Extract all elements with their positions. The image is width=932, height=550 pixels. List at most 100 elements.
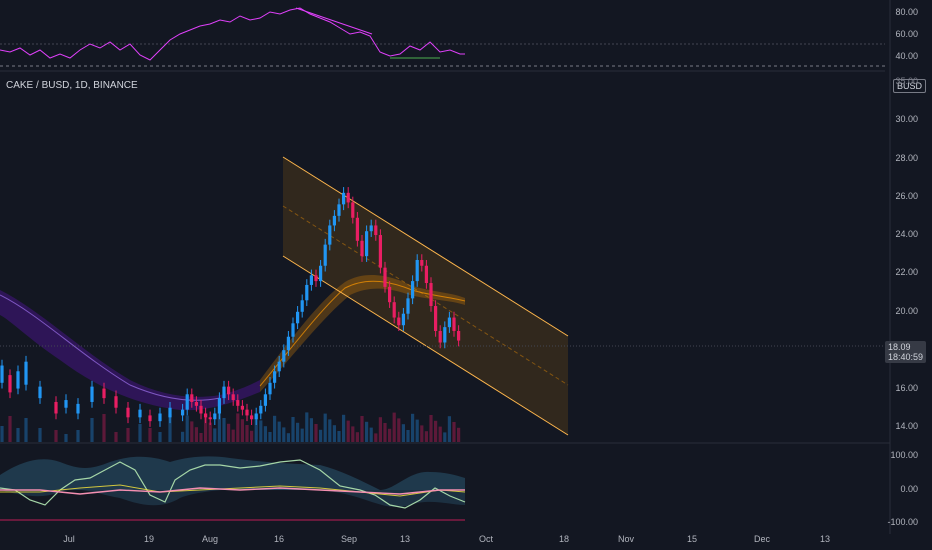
candle-body (438, 330, 442, 343)
symbol-header[interactable]: CAKE / BUSD, 1D, BINANCE (6, 80, 138, 91)
volume-bar (420, 425, 424, 442)
volume-bar (337, 431, 341, 442)
candle-body (158, 413, 162, 422)
volume-bar (401, 424, 405, 442)
candle-body (190, 394, 194, 402)
candle-body (286, 336, 290, 351)
candle-body (54, 401, 58, 414)
time-axis-label: Jul (63, 534, 75, 544)
candle-body (148, 415, 152, 422)
candle-body (447, 317, 451, 328)
candle-body (168, 407, 172, 418)
candle-body (16, 371, 20, 389)
price-axis-label: 24.00 (895, 229, 918, 239)
candle-body (369, 225, 373, 232)
volume-bar (222, 418, 226, 442)
candle-body (346, 192, 350, 203)
price-axis-label: 16.00 (895, 383, 918, 393)
volume-bar (158, 432, 162, 442)
candle-body (114, 396, 118, 408)
candle-body (126, 407, 130, 418)
candlesticks (0, 187, 461, 427)
candle-body (309, 275, 313, 285)
time-axis-label: Aug (201, 534, 219, 544)
candle-body (181, 409, 185, 416)
oscillator-pane (0, 442, 890, 521)
volume-bar (236, 413, 240, 442)
candle-body (411, 281, 415, 299)
regression-channel[interactable] (282, 156, 569, 436)
candle-body (319, 265, 323, 282)
volume-bar (457, 427, 461, 442)
time-axis-label: Oct (478, 534, 494, 544)
price-axis-label: 14.00 (895, 421, 918, 431)
volume-bar (309, 418, 313, 442)
candle-body (0, 365, 4, 383)
candle-body (332, 215, 336, 226)
volume-bar (388, 428, 392, 442)
rsi-axis-label: 80.00 (895, 7, 918, 17)
candle-body (268, 382, 272, 395)
oscillator-axis-label: -100.00 (887, 517, 918, 527)
volume-bar (38, 428, 42, 442)
volume-bar (319, 429, 323, 442)
candle-body (314, 275, 318, 282)
volume-bar (217, 412, 221, 442)
volume-bar (346, 420, 350, 442)
time-axis-label: Nov (617, 534, 635, 544)
volume-bar (199, 433, 203, 442)
candle-body (355, 217, 359, 241)
volume-bar (360, 416, 364, 442)
candle-body (245, 409, 249, 416)
candle-body (388, 286, 392, 303)
candle-body (208, 417, 212, 420)
candle-body (24, 361, 28, 385)
time-axis-label: 13 (399, 534, 411, 544)
volume-bar (250, 430, 254, 442)
volume-bar (254, 414, 258, 442)
candle-body (415, 259, 419, 282)
volume-bar (397, 418, 401, 442)
volume-bar (208, 422, 212, 442)
candle-body (194, 401, 198, 406)
volume-bar (194, 427, 198, 442)
candle-body (457, 330, 461, 341)
volume-bar (314, 424, 318, 442)
volume-bar (277, 421, 281, 442)
candle-body (378, 235, 382, 268)
candle-body (342, 192, 346, 205)
volume-bar (351, 426, 355, 442)
volume-bar (24, 418, 28, 442)
volume-bar (0, 426, 4, 442)
volume-bar (369, 427, 373, 442)
candle-body (300, 300, 304, 312)
volume-bar (240, 419, 244, 442)
candle-body (282, 350, 286, 362)
candle-body (328, 225, 332, 245)
current-price-label: 18.09 18:40:59 (884, 341, 926, 363)
candle-body (397, 317, 401, 326)
quote-currency-badge[interactable]: BUSD (892, 79, 926, 93)
volume-bar (305, 412, 309, 442)
price-axis-label: 28.00 (895, 153, 918, 163)
volume-bar (300, 428, 304, 442)
volume-bar (64, 434, 68, 442)
candle-body (443, 327, 447, 343)
volume-bar (227, 423, 231, 442)
candle-body (76, 403, 80, 414)
volume-bar (443, 432, 447, 442)
candle-body (452, 317, 456, 331)
candle-body (38, 386, 42, 399)
volume-bar (429, 415, 433, 442)
candle-body (296, 311, 300, 324)
volume-bar (406, 430, 410, 442)
oscillator-axis-label: 0.00 (900, 484, 918, 494)
candle-body (222, 386, 226, 399)
volume-bar (204, 416, 208, 442)
volume-bar (415, 419, 419, 442)
volume-bar (328, 419, 332, 442)
volume-bar (296, 422, 300, 442)
candle-body (259, 405, 263, 414)
volume-bar (411, 413, 415, 442)
